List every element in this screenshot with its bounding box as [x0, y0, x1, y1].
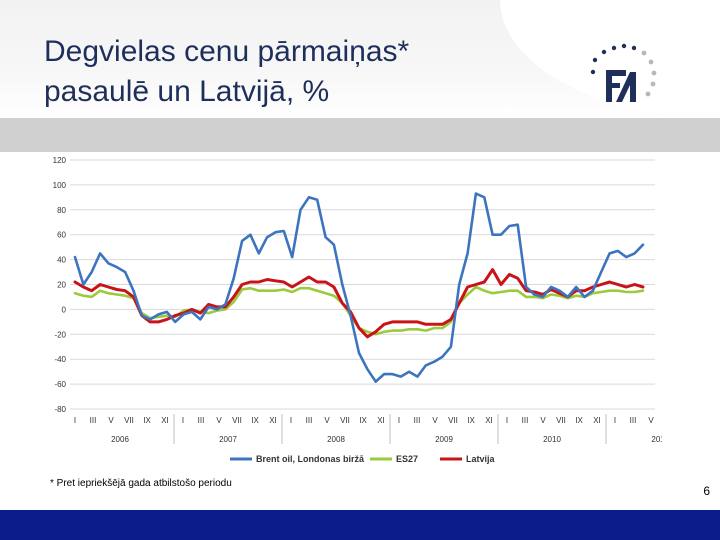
x-month-label: V	[108, 416, 114, 425]
y-tick-label: 0	[62, 305, 67, 314]
chart-container: 120 100 80 60 40 20 0 -20 -40 -60 -80 I III V VII IX XI I…	[40, 152, 670, 472]
x-year-label: 2009	[435, 435, 453, 444]
x-month-label: VII	[232, 416, 242, 425]
x-month-label: I	[290, 416, 292, 425]
y-tick-label: -80	[54, 405, 66, 414]
x-month-label: VII	[124, 416, 134, 425]
series-line-brent	[73, 192, 645, 383]
x-month-label: V	[540, 416, 546, 425]
x-month-label: III	[306, 416, 313, 425]
legend-label-latvija: Latvija	[466, 454, 496, 464]
x-month-label: I	[182, 416, 184, 425]
y-tick-label: 20	[57, 281, 66, 290]
x-month-label: IX	[143, 416, 151, 425]
page-number: 6	[703, 484, 710, 498]
x-month-label: III	[522, 416, 529, 425]
x-year-label: 2011	[651, 435, 662, 444]
x-month-label: XI	[161, 416, 169, 425]
x-month-label: VII	[340, 416, 350, 425]
y-tick-label: 100	[53, 181, 67, 190]
y-tick-label: 60	[57, 231, 66, 240]
x-month-label: V	[216, 416, 222, 425]
y-tick-label: -40	[54, 355, 66, 364]
x-year-label: 2007	[219, 435, 237, 444]
y-tick-label: -60	[54, 380, 66, 389]
x-month-label: I	[398, 416, 400, 425]
y-tick-label: 80	[57, 206, 66, 215]
x-month-label: XI	[593, 416, 601, 425]
x-month-label: IX	[467, 416, 475, 425]
y-tick-label: 120	[53, 156, 67, 165]
x-year-label: 2006	[111, 435, 129, 444]
x-month-label: III	[414, 416, 421, 425]
x-month-label: VII	[556, 416, 566, 425]
x-month-label: VII	[448, 416, 458, 425]
x-month-label: V	[648, 416, 654, 425]
x-month-label: XI	[485, 416, 493, 425]
x-month-label: III	[90, 416, 97, 425]
legend-label-brent: Brent oil, Londonas biržā	[256, 454, 365, 464]
x-month-label: IX	[575, 416, 583, 425]
x-month-label: V	[324, 416, 330, 425]
y-tick-label: 40	[57, 256, 66, 265]
slide-title: Degvielas cenu pārmaiņas* pasaulē un Lat…	[44, 32, 409, 112]
footer-bar	[0, 510, 720, 540]
x-month-label: V	[432, 416, 438, 425]
x-month-label: XI	[377, 416, 385, 425]
x-month-label: I	[506, 416, 508, 425]
title-line-1: Degvielas cenu pārmaiņas*	[44, 35, 410, 68]
slide-header	[0, 0, 720, 118]
fm-logo-icon	[590, 43, 657, 102]
x-month-label: I	[74, 416, 76, 425]
x-month-label: XI	[269, 416, 277, 425]
footnote: * Pret iepriekšējā gada atbilstošo perio…	[50, 478, 232, 489]
x-month-label: III	[198, 416, 205, 425]
title-separator-band	[0, 118, 720, 152]
x-year-label: 2008	[327, 435, 345, 444]
x-month-label: III	[630, 416, 637, 425]
x-month-label: IX	[251, 416, 259, 425]
x-month-label: IX	[359, 416, 367, 425]
x-month-label: I	[614, 416, 616, 425]
y-tick-label: -20	[54, 330, 66, 339]
title-line-2: pasaulē un Latvijā, %	[44, 75, 330, 108]
x-year-label: 2010	[543, 435, 561, 444]
legend-label-es27: ES27	[396, 454, 418, 464]
